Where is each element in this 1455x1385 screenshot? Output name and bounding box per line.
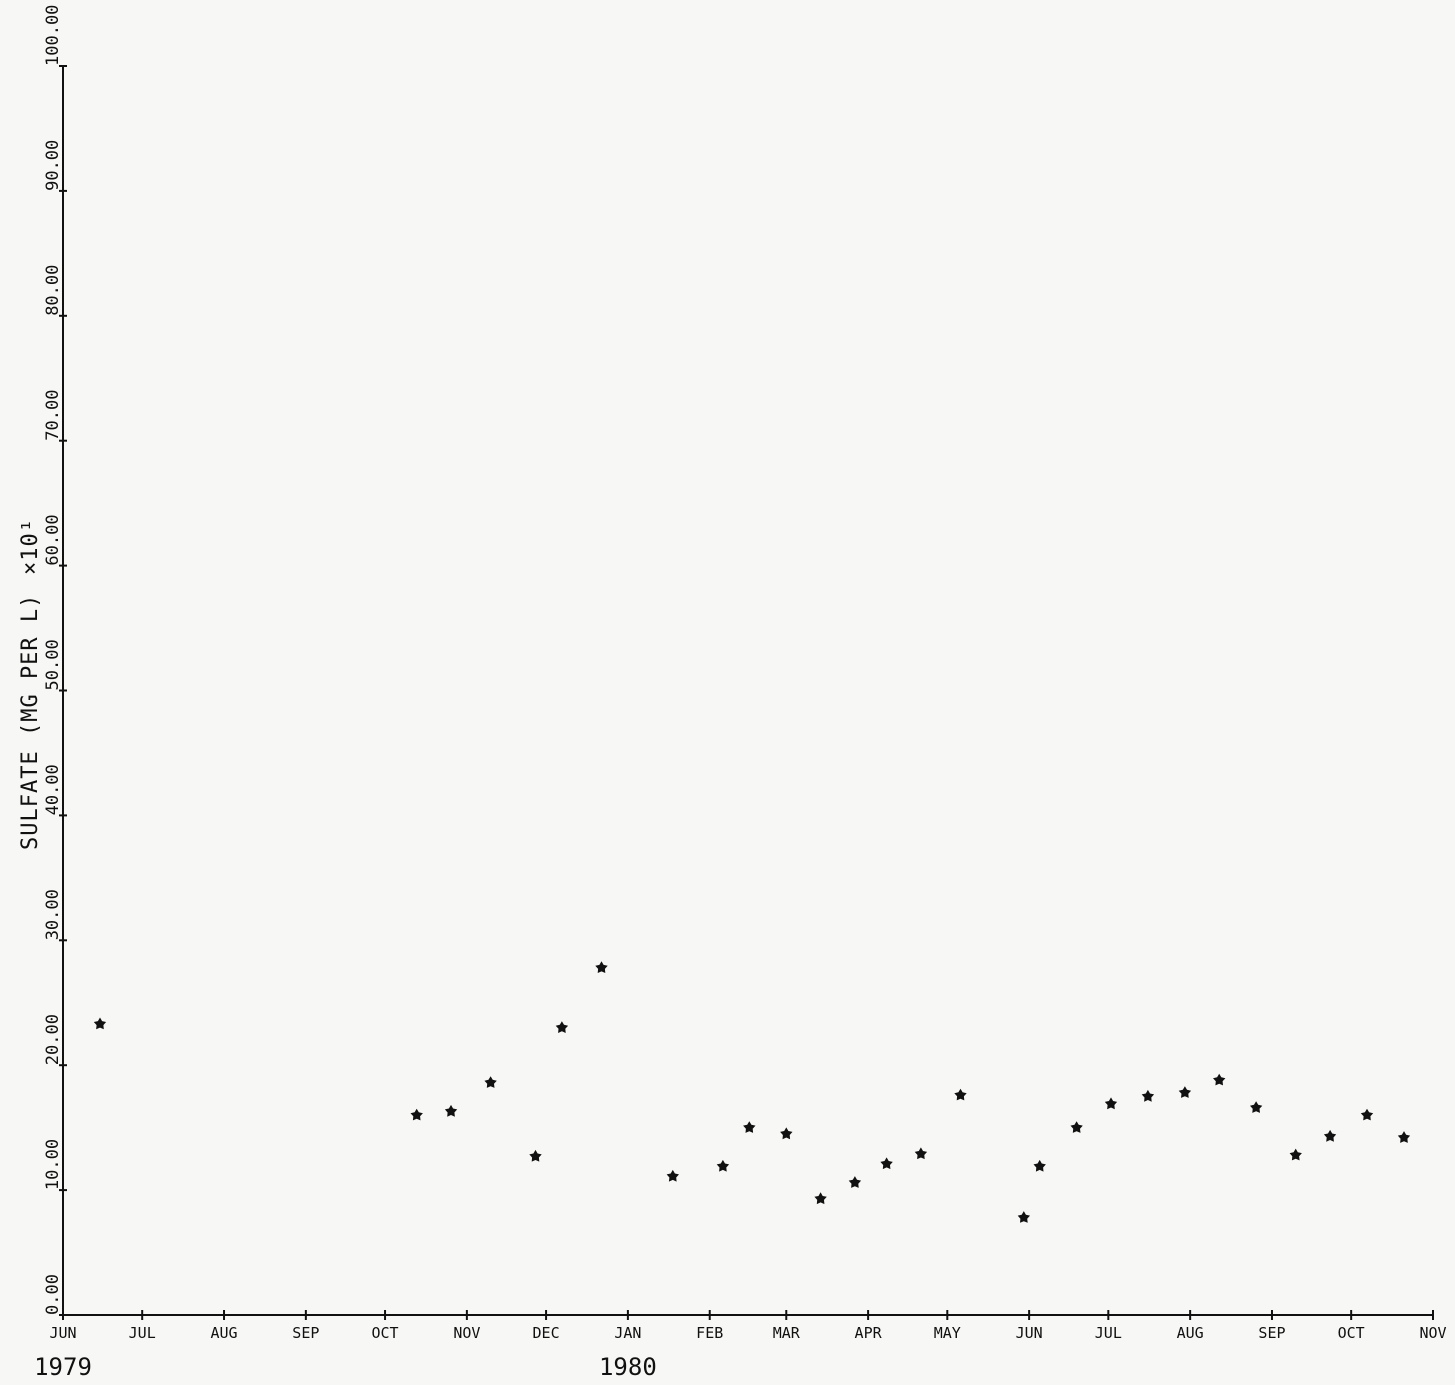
x-tick-label: NOV [1419,1324,1446,1342]
data-point [814,1192,827,1205]
data-point [1141,1089,1155,1102]
data-point [914,1147,928,1160]
data-point [880,1157,893,1170]
y-tick-label: 50.00 [43,639,63,690]
data-point [1178,1086,1192,1098]
x-tick-label: SEP [292,1324,319,1342]
data-point [743,1121,756,1133]
data-point [1017,1211,1030,1223]
data-point [780,1127,793,1140]
data-point [1397,1131,1411,1143]
data-point [1289,1148,1302,1161]
x-tick-label: DEC [533,1324,560,1342]
x-tick-label: SEP [1258,1324,1285,1342]
y-tick-label: 0.00 [43,1274,63,1315]
data-points [93,961,1411,1223]
y-tick-label: 70.00 [43,390,63,441]
x-tick-label: OCT [1338,1324,1365,1342]
x-tick-label: AUG [210,1324,237,1342]
data-point [1213,1073,1226,1086]
x-tick-label: MAY [934,1324,961,1342]
y-tick-label: 60.00 [43,514,63,565]
data-point [1250,1101,1263,1113]
data-point [1104,1097,1118,1110]
data-point [848,1176,862,1188]
x-year-label: 1979 [34,1353,92,1381]
y-axis-multiplier: ×10¹ [18,518,43,575]
y-tick-label: 10.00 [43,1139,63,1190]
data-point [595,961,608,973]
x-tick-label: JUL [1095,1324,1122,1342]
y-tick-label: 90.00 [43,140,63,191]
y-tick-label: 80.00 [43,265,63,316]
x-tick-label: JUL [129,1324,156,1342]
x-tick-label: MAR [773,1324,801,1342]
data-point [529,1149,542,1162]
y-axis: 0.00 10.00 20.00 30.00 40.00 50.00 60.00 70.00 8… [43,5,67,1316]
data-point [716,1159,730,1172]
x-tick-label: JUN [49,1324,76,1342]
data-point [1323,1129,1337,1142]
y-tick-label: 100.00 [43,5,63,66]
data-point [1070,1121,1083,1133]
x-tick-label: AUG [1177,1324,1204,1342]
x-tick-label: OCT [371,1324,398,1342]
data-point [444,1104,458,1117]
y-tick-label: 30.00 [43,889,63,940]
y-axis-title: SULFATE (MG PER L) [18,594,43,850]
data-point [93,1017,107,1030]
data-point [410,1108,423,1121]
data-point [1033,1159,1046,1172]
y-tick-label: 40.00 [43,764,63,815]
data-point [1360,1108,1374,1121]
data-point [484,1076,497,1088]
data-point [666,1169,679,1182]
x-tick-label: APR [855,1324,883,1342]
data-point [555,1021,569,1033]
x-axis: JUN JUL AUG SEP OCT NOV DEC JAN FEB MAR APR MAY JUN J… [34,1310,1447,1381]
x-tick-label: FEB [696,1324,723,1342]
x-year-label: 1980 [599,1353,657,1381]
y-tick-label: 20.00 [43,1014,63,1065]
x-tick-label: JAN [614,1324,641,1342]
x-tick-label: NOV [453,1324,480,1342]
data-point [954,1088,967,1101]
x-tick-label: JUN [1016,1324,1043,1342]
